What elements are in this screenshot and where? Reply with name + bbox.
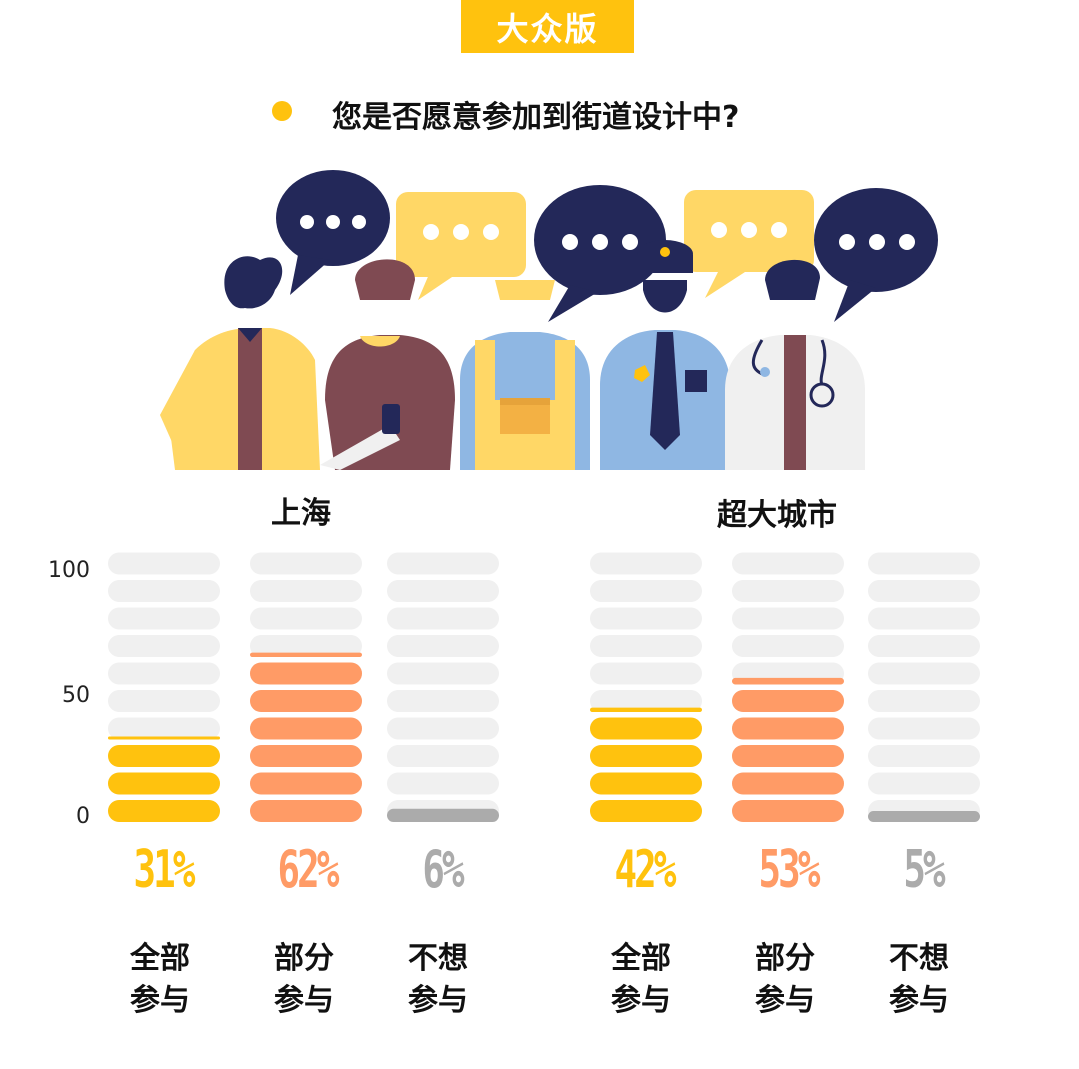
- bar-track-segment: [868, 772, 980, 795]
- bar-partial-segment: [732, 800, 844, 822]
- bar-track-segment: [590, 580, 702, 602]
- bar-track-segment: [868, 635, 980, 657]
- bar-track-segment: [108, 717, 220, 740]
- bar-partial-segment: [250, 652, 362, 657]
- bar-all-segment: [590, 772, 702, 795]
- value-label-megacities-all: 42%: [614, 840, 677, 900]
- bar-partial-segment: [732, 690, 844, 712]
- value-label-megacities-partial: 53%: [758, 840, 821, 900]
- bar-partial-segment: [732, 772, 844, 795]
- bar-all-segment: [590, 745, 702, 767]
- bar-track-segment: [387, 772, 499, 795]
- chart-title-shanghai: 上海: [271, 496, 331, 531]
- speech-bubble-navy-1-icon: [276, 170, 390, 295]
- bar-track-segment: [387, 662, 499, 685]
- category-label-megacities-all: 全部 参与: [611, 941, 671, 1018]
- bar-partial-segment: [250, 717, 362, 740]
- bar-track-segment: [387, 717, 499, 740]
- bar-track-segment: [250, 580, 362, 602]
- bar-all-segment: [108, 772, 220, 795]
- bar-track-segment: [868, 690, 980, 712]
- bar-all-segment: [590, 800, 702, 822]
- segmented-bar-chart: 100 50 0: [48, 552, 980, 829]
- bar-partial-segment: [732, 717, 844, 740]
- bar-track-segment: [590, 607, 702, 630]
- speech-bubble-navy-3-icon: [814, 188, 938, 322]
- bar-track-segment: [250, 607, 362, 630]
- value-label-shanghai-all: 31%: [133, 840, 196, 900]
- bar-track-segment: [868, 552, 980, 575]
- bar-partial-segment: [250, 662, 362, 685]
- bar-track-segment: [387, 635, 499, 657]
- bar-track-segment: [387, 745, 499, 767]
- bar-track-segment: [108, 662, 220, 685]
- bar-track-segment: [108, 635, 220, 657]
- bar-track-segment: [732, 635, 844, 657]
- speech-bubble-yellow-2-icon: [684, 190, 814, 298]
- person-police-officer-icon: [600, 240, 730, 470]
- speech-bubble-yellow-1-icon: [396, 192, 526, 300]
- bar-track-segment: [108, 690, 220, 712]
- bar-track-segment: [868, 580, 980, 602]
- bar-track-segment: [868, 745, 980, 767]
- bar-track-segment: [590, 552, 702, 575]
- bar-all-segment: [108, 745, 220, 767]
- y-tick-50: 50: [62, 683, 90, 708]
- bar-track-segment: [732, 580, 844, 602]
- bar-track-segment: [590, 690, 702, 712]
- bar-track-segment: [250, 552, 362, 575]
- person-brown-shirt-icon: [320, 259, 455, 470]
- bar-partial-segment: [250, 745, 362, 767]
- speech-bubble-navy-2-icon: [534, 185, 666, 322]
- person-worker-overalls-icon: [460, 280, 590, 470]
- bar-all-segment: [108, 736, 220, 740]
- bar-track-segment: [387, 552, 499, 575]
- bar-partial-segment: [732, 677, 844, 685]
- bar-all-segment: [108, 800, 220, 822]
- person-yellow-jacket-icon: [160, 256, 320, 470]
- person-doctor-icon: [725, 259, 865, 470]
- bar-track-segment: [732, 607, 844, 630]
- bar-none-segment: [387, 808, 499, 822]
- bar-track-segment: [868, 717, 980, 740]
- bar-partial-segment: [732, 745, 844, 767]
- bar-none-segment: [868, 811, 980, 822]
- bar-track-segment: [108, 580, 220, 602]
- bar-partial-segment: [250, 772, 362, 795]
- chart-title-megacities: 超大城市: [717, 498, 837, 533]
- bar-track-segment: [868, 662, 980, 685]
- bar-track-segment: [590, 662, 702, 685]
- category-label-megacities-partial: 部分 参与: [755, 941, 815, 1018]
- bar-track-segment: [108, 552, 220, 575]
- people-speech-illustration: [160, 170, 938, 470]
- bar-all-segment: [590, 717, 702, 740]
- bar-partial-segment: [250, 690, 362, 712]
- value-label-shanghai-none: 6%: [422, 840, 464, 900]
- bar-track-segment: [590, 635, 702, 657]
- bar-all-segment: [590, 707, 702, 712]
- bar-track-segment: [387, 607, 499, 630]
- edition-badge: 大众版: [461, 0, 634, 53]
- bar-partial-segment: [250, 800, 362, 822]
- bar-track-segment: [868, 607, 980, 630]
- category-label-shanghai-partial: 部分 参与: [274, 941, 334, 1018]
- y-tick-100: 100: [48, 558, 90, 583]
- value-label-shanghai-partial: 62%: [277, 840, 340, 900]
- category-label-shanghai-none: 不想 参与: [408, 941, 468, 1018]
- bar-track-segment: [250, 635, 362, 657]
- bullet-dot-icon: [272, 101, 292, 121]
- y-tick-0: 0: [76, 804, 90, 829]
- bar-track-segment: [108, 607, 220, 630]
- survey-question: 您是否愿意参加到街道设计中?: [332, 100, 740, 135]
- bar-track-segment: [387, 580, 499, 602]
- category-label-shanghai-all: 全部 参与: [130, 941, 190, 1018]
- category-label-megacities-none: 不想 参与: [889, 941, 949, 1018]
- bar-track-segment: [387, 690, 499, 712]
- bar-track-segment: [732, 552, 844, 575]
- value-label-megacities-none: 5%: [903, 840, 945, 900]
- edition-badge-label: 大众版: [496, 9, 599, 48]
